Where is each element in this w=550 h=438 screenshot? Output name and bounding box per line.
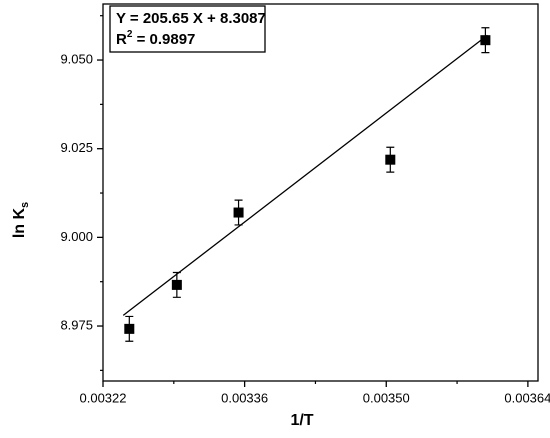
y-axis-label: ln Ks (11, 202, 31, 238)
r2-rest: = 0.9897 (132, 31, 195, 48)
point (385, 154, 396, 165)
point (171, 279, 182, 290)
x-tick-label: 0.00322 (80, 390, 127, 405)
y-label-base: ln K (11, 208, 28, 239)
plot-frame (102, 3, 539, 382)
fit-line (122, 34, 488, 316)
point (124, 323, 135, 334)
equation: Y = 205.65 X + 8.3087 (116, 10, 266, 27)
y-tick-label: 8.975 (60, 317, 93, 332)
annotation-box (109, 5, 266, 53)
point (480, 35, 491, 46)
x-axis-label: 1/T (290, 412, 313, 429)
y-label-sub: s (19, 202, 31, 208)
y-tick-label: 9.050 (60, 51, 93, 66)
y-tick-label: 9.025 (60, 140, 93, 155)
r2-base: R (116, 31, 127, 48)
x-tick-label: 0.00364 (504, 390, 550, 405)
x-tick-label: 0.00336 (221, 390, 268, 405)
y-tick-label: 9.000 (60, 229, 93, 244)
r-squared: R2 = 0.9897 (116, 29, 195, 48)
r2-sup: 2 (127, 29, 133, 40)
x-tick-label: 0.00350 (363, 390, 410, 405)
point (233, 207, 244, 218)
